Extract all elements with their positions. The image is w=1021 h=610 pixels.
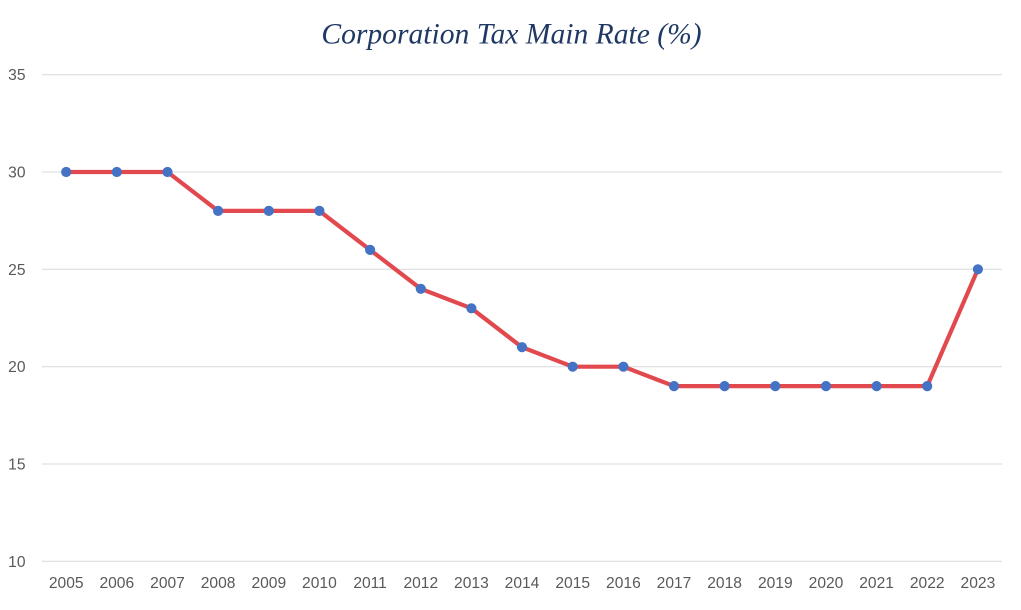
svg-text:2021: 2021	[859, 575, 894, 592]
svg-text:2015: 2015	[555, 575, 590, 592]
svg-text:2008: 2008	[201, 575, 236, 592]
svg-text:2009: 2009	[251, 575, 286, 592]
svg-text:2019: 2019	[758, 575, 793, 592]
svg-text:2016: 2016	[606, 575, 641, 592]
svg-text:35: 35	[8, 67, 26, 84]
svg-text:2010: 2010	[302, 575, 337, 592]
svg-text:2023: 2023	[961, 575, 996, 592]
svg-text:2012: 2012	[403, 575, 438, 592]
svg-text:25: 25	[8, 262, 26, 279]
svg-text:Corporation Tax Main Rate (%): Corporation Tax Main Rate (%)	[321, 19, 701, 51]
svg-text:2005: 2005	[49, 575, 84, 592]
svg-text:2007: 2007	[150, 575, 185, 592]
svg-text:2006: 2006	[99, 575, 134, 592]
svg-text:30: 30	[8, 165, 26, 182]
svg-text:2020: 2020	[809, 575, 844, 592]
svg-text:2014: 2014	[505, 575, 540, 592]
svg-text:15: 15	[8, 457, 26, 474]
svg-text:20: 20	[8, 359, 26, 376]
svg-text:10: 10	[8, 554, 26, 571]
svg-text:2018: 2018	[707, 575, 742, 592]
svg-text:2022: 2022	[910, 575, 945, 592]
svg-text:2013: 2013	[454, 575, 489, 592]
svg-text:2011: 2011	[353, 575, 387, 592]
svg-text:2017: 2017	[657, 575, 692, 592]
